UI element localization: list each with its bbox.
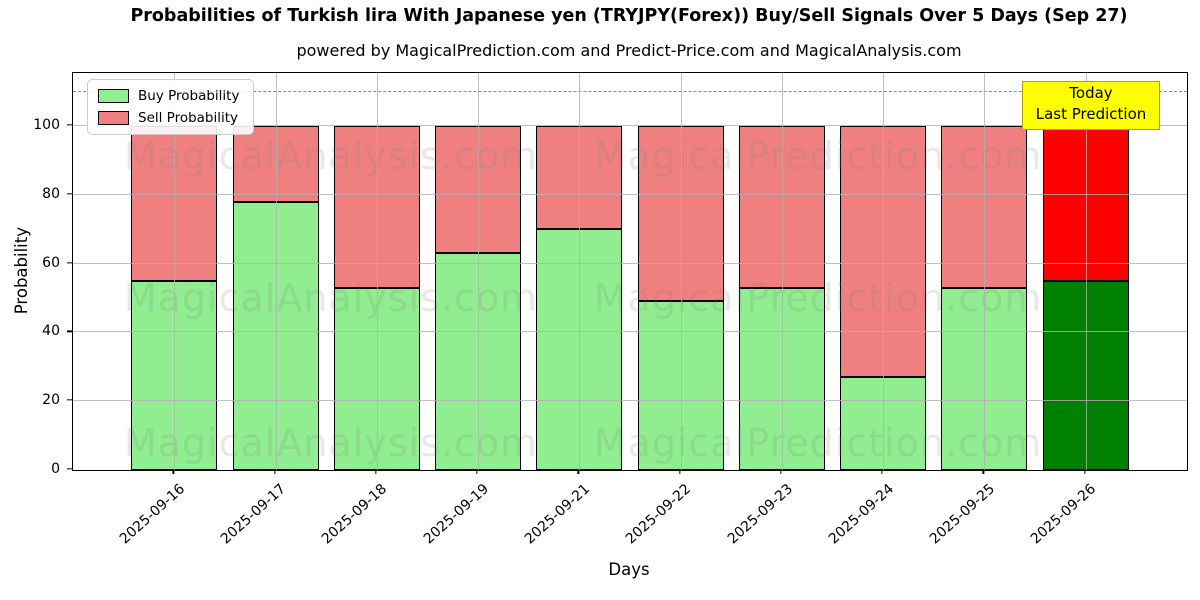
gridline-y-20 [73, 400, 1187, 402]
buy-bar-2025-09-23 [738, 287, 825, 470]
y-tick-label-20: 20 [42, 392, 60, 409]
x-tick-label-2025-09-16: 2025-09-16 [116, 481, 188, 548]
y-tick-label-80: 80 [42, 185, 60, 202]
watermark-text: MagicalAnalysis.com [123, 276, 539, 320]
today-annotation-line1: Today [1069, 84, 1113, 102]
buy-bar-2025-09-26 [1042, 280, 1129, 470]
x-tick-mark-2025-09-23 [780, 469, 782, 474]
gridline-x-2025-09-22 [680, 73, 682, 470]
x-tick-label-2025-09-23: 2025-09-23 [724, 481, 796, 548]
y-axis: 0 20 40 60 80 100 [0, 72, 72, 477]
y-tick-mark-80 [67, 193, 72, 195]
sell-bar-2025-09-25 [941, 125, 1028, 288]
x-tick-mark-2025-09-21 [577, 469, 580, 474]
sell-bar-2025-09-18 [333, 125, 420, 288]
buy-legend-label: Buy Probability [138, 88, 240, 104]
watermark-text: MagicalAnalysis.com [123, 134, 539, 178]
gridline-x-2025-09-24 [883, 73, 885, 470]
plot-area: Buy Probability Sell Probability Today L… [72, 72, 1188, 471]
sell-bar-2025-09-16 [131, 126, 218, 281]
today-annotation: Today Last Prediction [1022, 81, 1160, 130]
gridline-x-2025-09-21 [579, 73, 581, 470]
gridline-x-2025-09-16 [174, 73, 176, 470]
watermark-text: MagicalPrediction.com [593, 276, 1043, 320]
x-axis: 2025-09-16 2025-09-17 2025-09-18 2025-09-19… [72, 469, 1186, 584]
x-tick-label-2025-09-19: 2025-09-19 [420, 481, 492, 548]
chart-subtitle: powered by MagicalPrediction.com and Pre… [296, 41, 962, 60]
buy-bar-2025-09-25 [941, 287, 1028, 470]
buy-bar-2025-09-21 [536, 229, 623, 470]
gridline-x-2025-09-25 [984, 73, 986, 470]
watermark-text: MagicalPrediction.com [593, 421, 1043, 465]
gridline-x-2025-09-23 [781, 73, 783, 470]
buy-legend-swatch [98, 89, 129, 103]
x-tick-mark-2025-09-25 [982, 469, 985, 474]
gridline-x-2025-09-17 [275, 73, 277, 470]
x-tick-label-2025-09-21: 2025-09-21 [521, 481, 594, 548]
gridline-y-40 [73, 331, 1187, 333]
x-tick-mark-2025-09-26 [1084, 469, 1086, 474]
gridline-y-80 [73, 193, 1187, 195]
x-tick-label-2025-09-24: 2025-09-24 [825, 481, 897, 548]
sell-legend-label: Sell Probability [138, 110, 239, 126]
gridline-y-100 [73, 124, 1187, 126]
gridline-x-2025-09-26 [1085, 73, 1087, 470]
gridline-x-2025-09-18 [376, 73, 378, 470]
x-tick-mark-2025-09-24 [881, 469, 883, 474]
y-tick-mark-100 [67, 124, 72, 126]
dashed-threshold-line [73, 90, 1187, 92]
watermark-text: MagicalAnalysis.com [123, 421, 539, 465]
x-tick-label-2025-09-22: 2025-09-22 [623, 481, 695, 548]
sell-bar-2025-09-21 [536, 125, 623, 230]
x-tick-mark-2025-09-22 [678, 469, 681, 474]
buy-bar-2025-09-16 [131, 280, 218, 470]
x-axis-title: Days [608, 560, 650, 579]
y-tick-mark-0 [67, 468, 72, 470]
chart-title: Probabilities of Turkish lira With Japan… [130, 6, 1128, 26]
legend-item-sell: Sell Probability [98, 110, 239, 126]
y-tick-label-40: 40 [42, 323, 60, 340]
x-tick-mark-2025-09-17 [273, 469, 276, 474]
x-tick-mark-2025-09-19 [476, 469, 478, 474]
legend: Buy Probability Sell Probability [87, 79, 255, 135]
sell-bar-2025-09-26 [1042, 126, 1129, 281]
gridline-y-60 [73, 262, 1187, 264]
x-tick-label-2025-09-18: 2025-09-18 [319, 481, 391, 548]
x-tick-mark-2025-09-18 [375, 469, 377, 474]
sell-legend-swatch [98, 111, 129, 125]
sell-bar-2025-09-23 [738, 125, 825, 288]
y-tick-label-100: 100 [33, 116, 60, 133]
buy-bar-2025-09-18 [333, 287, 420, 470]
y-tick-mark-40 [67, 330, 72, 333]
today-annotation-line2: Last Prediction [1035, 105, 1147, 124]
x-tick-label-2025-09-25: 2025-09-25 [926, 481, 999, 548]
x-tick-label-2025-09-17: 2025-09-17 [218, 481, 290, 548]
x-tick-label-2025-09-26: 2025-09-26 [1028, 481, 1100, 548]
y-tick-label-0: 0 [51, 461, 60, 477]
x-tick-mark-2025-09-16 [172, 469, 174, 474]
y-tick-mark-60 [67, 261, 72, 264]
y-tick-label-60: 60 [42, 254, 60, 271]
watermark-text: MagicalPrediction.com [593, 134, 1043, 178]
y-tick-mark-20 [67, 399, 72, 401]
legend-item-buy: Buy Probability [98, 88, 239, 104]
gridline-x-2025-09-19 [478, 73, 480, 470]
